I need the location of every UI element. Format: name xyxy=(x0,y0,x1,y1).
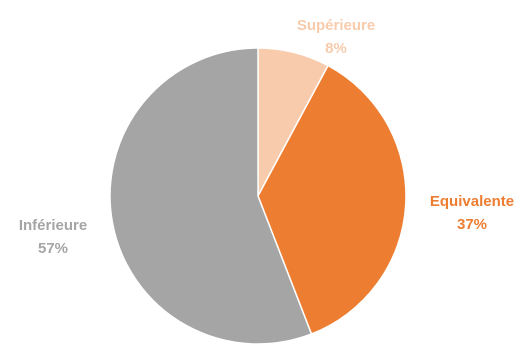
slice-value-label-3: 57% xyxy=(38,240,68,257)
pie-slices xyxy=(109,47,407,345)
slice-value-label-1: 8% xyxy=(325,40,347,57)
pie-slice-2 xyxy=(257,64,407,335)
slice-value-label-2: 37% xyxy=(457,216,487,233)
pie-slice-3 xyxy=(109,47,313,345)
pie-labels: Supérieure 8% Equivalente 37% Inférieure 57% xyxy=(19,17,514,257)
slice-label-2: Equivalente xyxy=(430,193,514,210)
slice-label-3: Inférieure xyxy=(19,217,87,234)
slice-label-1: Supérieure xyxy=(297,17,375,34)
